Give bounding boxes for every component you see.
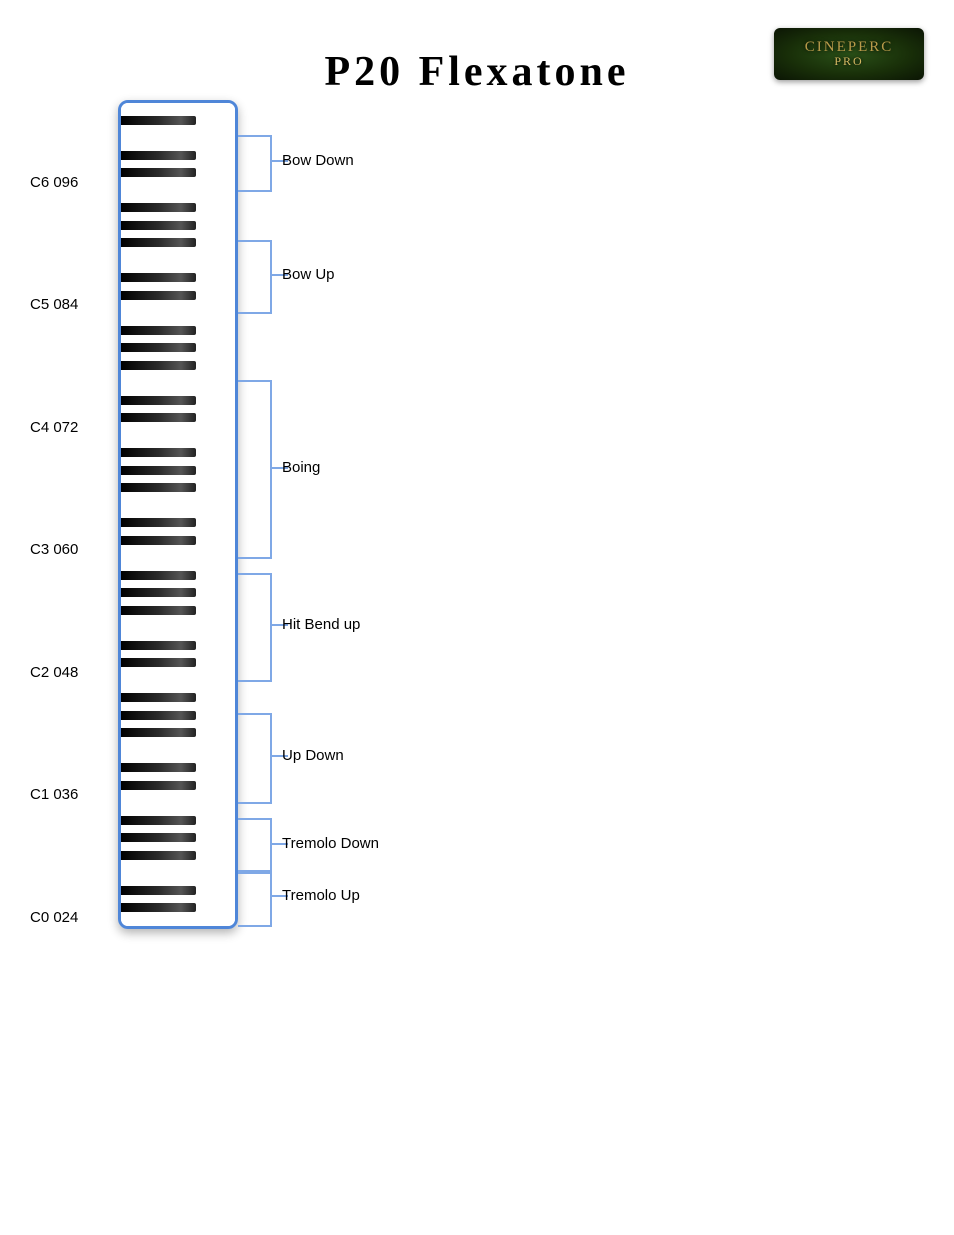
range-label: Tremolo Down xyxy=(282,835,379,852)
octave-label: C4 072 xyxy=(30,419,78,436)
black-key xyxy=(121,571,196,580)
black-key xyxy=(121,448,196,457)
black-key xyxy=(121,518,196,527)
black-key xyxy=(121,466,196,475)
octave-label: C3 060 xyxy=(30,541,78,558)
range-label: Tremolo Up xyxy=(282,887,360,904)
black-key xyxy=(121,291,196,300)
black-key xyxy=(121,326,196,335)
black-key xyxy=(121,851,196,860)
black-key xyxy=(121,641,196,650)
black-key xyxy=(121,151,196,160)
octave-label: C5 084 xyxy=(30,296,78,313)
black-key xyxy=(121,833,196,842)
black-key xyxy=(121,728,196,737)
badge-line2: PRO xyxy=(834,54,863,69)
black-key xyxy=(121,781,196,790)
black-key xyxy=(121,693,196,702)
black-key xyxy=(121,396,196,405)
octave-label: C0 024 xyxy=(30,909,78,926)
range-label: Up Down xyxy=(282,747,344,764)
keyboard xyxy=(118,100,238,929)
black-key xyxy=(121,588,196,597)
product-badge: CINEPERC PRO xyxy=(774,28,924,80)
black-key xyxy=(121,221,196,230)
black-key xyxy=(121,343,196,352)
page: P20 Flexatone CINEPERC PRO C6 096C5 084C… xyxy=(0,0,954,1235)
black-key xyxy=(121,168,196,177)
range-bracket xyxy=(238,135,272,192)
octave-label: C1 036 xyxy=(30,786,78,803)
black-key xyxy=(121,536,196,545)
black-key xyxy=(121,483,196,492)
black-key xyxy=(121,606,196,615)
octave-label: C2 048 xyxy=(30,664,78,681)
black-key xyxy=(121,273,196,282)
range-label: Hit Bend up xyxy=(282,616,360,633)
black-key xyxy=(121,903,196,912)
range-bracket xyxy=(238,818,272,875)
range-label: Bow Up xyxy=(282,266,335,283)
black-key xyxy=(121,116,196,125)
black-key xyxy=(121,886,196,895)
black-key xyxy=(121,238,196,247)
black-key xyxy=(121,763,196,772)
range-label: Boing xyxy=(282,459,320,476)
range-bracket xyxy=(238,573,272,682)
range-label: Bow Down xyxy=(282,152,354,169)
range-bracket xyxy=(238,713,272,805)
black-key xyxy=(121,816,196,825)
black-key xyxy=(121,203,196,212)
black-key xyxy=(121,711,196,720)
range-bracket xyxy=(238,240,272,314)
range-bracket xyxy=(238,870,272,927)
range-bracket xyxy=(238,380,272,559)
black-key xyxy=(121,658,196,667)
octave-label: C6 096 xyxy=(30,174,78,191)
black-key xyxy=(121,413,196,422)
black-key xyxy=(121,361,196,370)
